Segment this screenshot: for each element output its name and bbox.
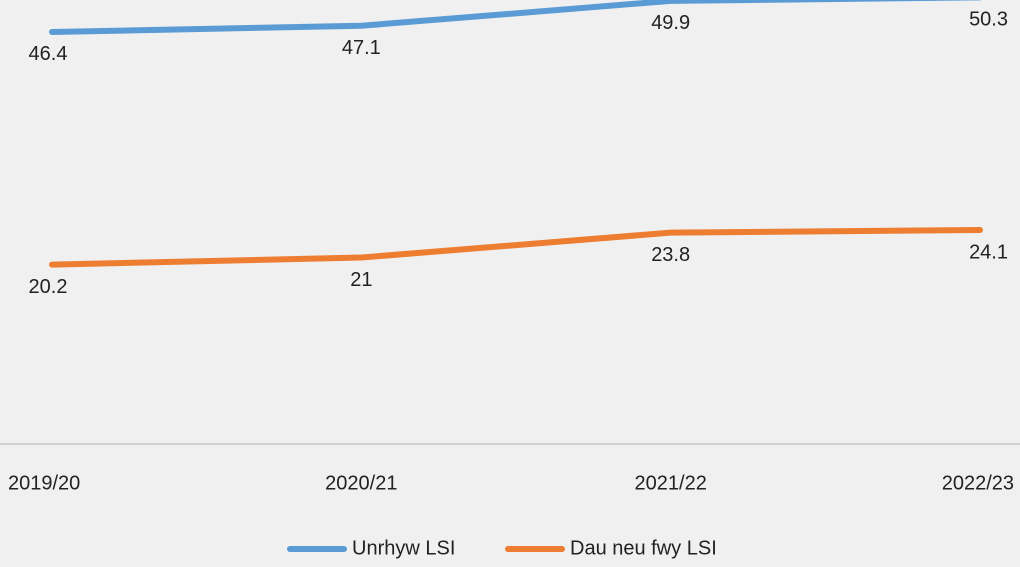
x-tick-label: 2019/20 bbox=[8, 472, 80, 494]
data-label: 46.4 bbox=[29, 43, 68, 65]
x-tick-label: 2021/22 bbox=[635, 472, 707, 494]
x-tick-label: 2022/23 bbox=[942, 472, 1014, 494]
data-label: 50.3 bbox=[969, 9, 1008, 31]
data-label: 21 bbox=[350, 269, 372, 291]
line bbox=[49, 0, 982, 35]
x-tick-label: 2020/21 bbox=[325, 472, 397, 494]
line bbox=[49, 226, 983, 268]
data-label: 49.9 bbox=[651, 12, 690, 34]
legend-label: Unrhyw LSI bbox=[352, 537, 455, 559]
data-label: 23.8 bbox=[651, 244, 690, 266]
data-label: 47.1 bbox=[342, 37, 381, 59]
legend-label: Dau neu fwy LSI bbox=[570, 537, 717, 559]
data-label: 20.2 bbox=[29, 276, 68, 298]
data-label: 24.1 bbox=[969, 241, 1008, 263]
